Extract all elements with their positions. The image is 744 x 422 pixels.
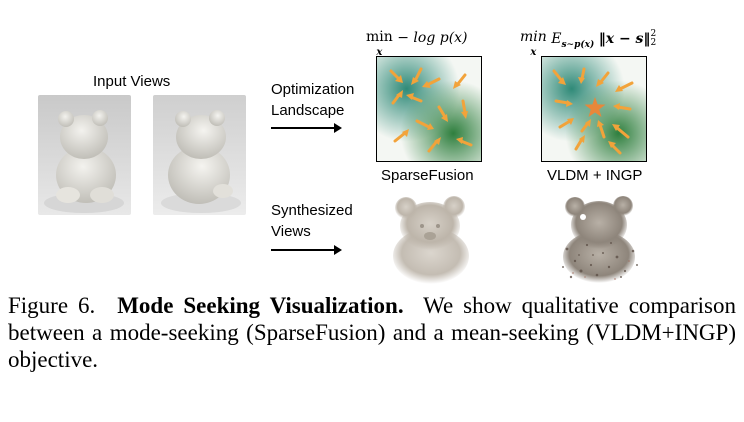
mean-star-icon xyxy=(584,97,606,117)
orange-arrow xyxy=(558,118,574,129)
synthesized-label-line1: Synthesized xyxy=(271,202,353,219)
eq-right-norm-sup: 2 xyxy=(650,29,657,39)
orange-arrow xyxy=(406,93,423,103)
orange-arrow xyxy=(574,135,585,151)
orange-arrow xyxy=(422,77,441,88)
orange-arrow xyxy=(613,103,632,111)
eq-right-norm-sub: 2 xyxy=(650,38,657,48)
orange-arrow xyxy=(554,99,573,107)
eq-left-expression: − log p(x) xyxy=(397,30,468,46)
optimization-arrow xyxy=(271,123,342,133)
vldm-ingp-landscape xyxy=(541,56,647,162)
eq-right-subscript: x xyxy=(530,47,537,58)
optimization-landscape-label: Optimization Landscape xyxy=(271,80,354,120)
caption-body: We show qualitative comparison between a… xyxy=(8,293,736,372)
orange-arrow xyxy=(456,137,473,147)
sparsefusion-landscape-plot xyxy=(377,57,481,161)
eq-left-min: min xyxy=(366,29,393,45)
figure-number: Figure 6. xyxy=(8,293,96,318)
method-label-vldm-ingp: VLDM + INGP xyxy=(547,167,643,184)
caption-title: Mode Seeking Visualization. xyxy=(117,293,404,318)
orange-arrow xyxy=(608,141,622,155)
orange-arrow xyxy=(552,69,566,85)
orange-arrow xyxy=(391,90,403,105)
eq-right-norm: ‖x − s‖ xyxy=(598,31,651,47)
sparsefusion-synthesized-view xyxy=(378,190,484,285)
synthesized-label-line2: Views xyxy=(271,223,311,240)
orange-arrow xyxy=(411,67,423,85)
objective-equation-left: min x − log p(x) xyxy=(366,30,468,60)
orange-arrow xyxy=(578,67,586,84)
figure-caption: Figure 6. Mode Seeking Visualization. We… xyxy=(8,292,736,373)
orange-arrow xyxy=(596,71,610,87)
orange-arrow xyxy=(389,69,403,83)
orange-arrow xyxy=(437,105,448,122)
input-views-label: Input Views xyxy=(93,73,171,90)
orange-arrow xyxy=(612,124,630,139)
orange-arrow xyxy=(427,137,441,153)
orange-arrow xyxy=(580,119,591,133)
synthesized-views-label: Synthesized Views xyxy=(271,201,353,241)
orange-arrow xyxy=(615,81,634,92)
synthesized-arrow xyxy=(271,245,342,255)
optimization-label-line2: Landscape xyxy=(271,102,345,119)
method-label-sparsefusion: SparseFusion xyxy=(381,167,474,184)
eq-right-expectation: E xyxy=(551,31,562,47)
orange-arrow xyxy=(453,73,467,89)
optimization-label-line1: Optimization xyxy=(271,81,355,98)
vldm-ingp-landscape-plot xyxy=(542,57,646,161)
input-view-photo-back xyxy=(153,95,246,215)
orange-arrow xyxy=(393,129,409,143)
input-view-photo-front xyxy=(38,95,131,215)
orange-arrow xyxy=(461,99,468,119)
eq-left-subscript: x xyxy=(376,47,383,58)
sparsefusion-landscape xyxy=(376,56,482,162)
eq-right-expectation-subscript: s∼p(x) xyxy=(561,39,595,50)
orange-arrow xyxy=(415,119,434,130)
eq-right-min: min xyxy=(520,29,547,45)
orange-arrow xyxy=(597,120,606,139)
vldm-ingp-synthesized-view xyxy=(545,187,651,285)
objective-equation-right: min x Es∼p(x) ‖x − s‖2 2 xyxy=(520,30,656,60)
